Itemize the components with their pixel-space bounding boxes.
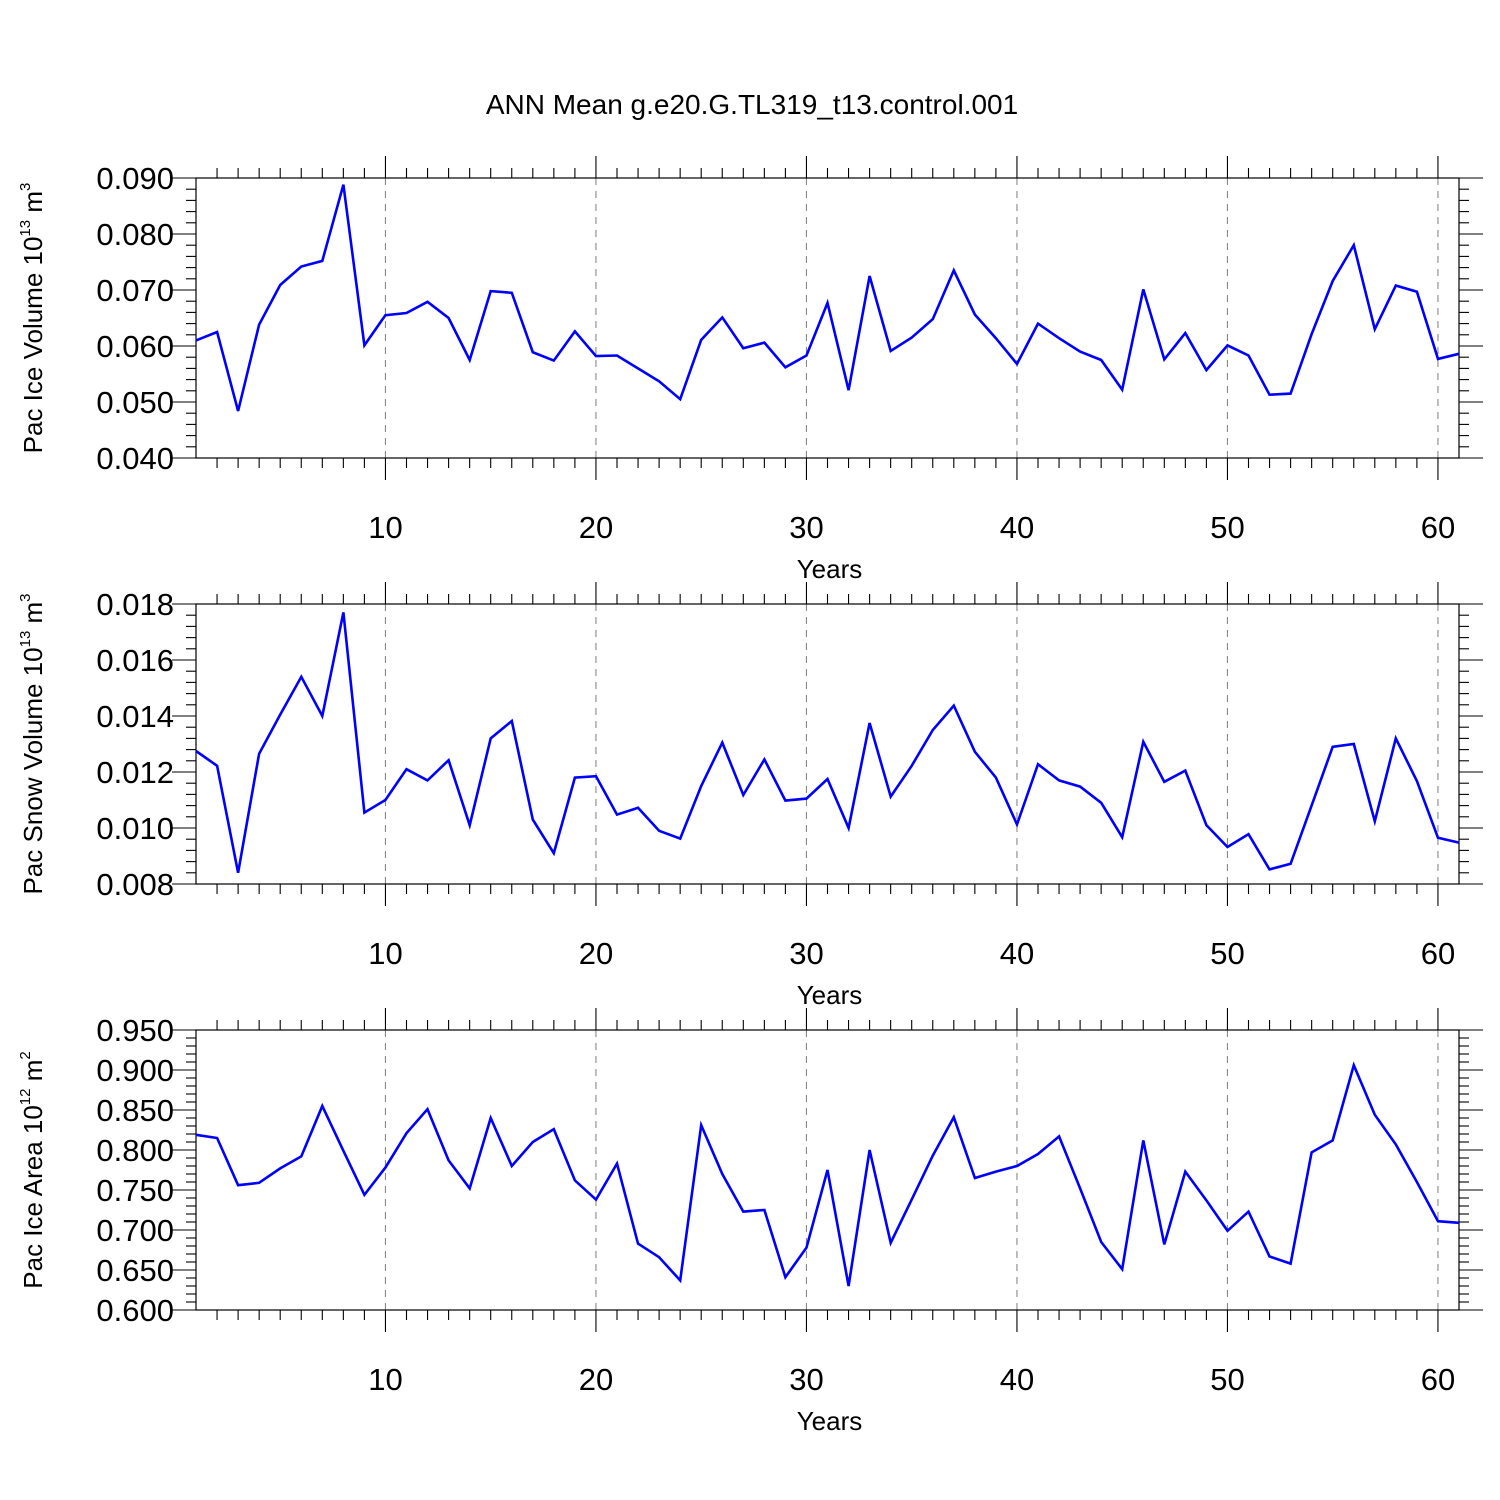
x-tick-label: 20 (579, 510, 613, 545)
x-tick-label: 20 (579, 1362, 613, 1397)
y-tick-label: 0.014 (96, 699, 174, 734)
y-axis-label-text: Pac Ice Area 10 (18, 1105, 48, 1289)
x-tick-label: 50 (1210, 1362, 1244, 1397)
y-axis-label: Pac Snow Volume 1013 m3 (17, 593, 48, 894)
x-axis-label: Years (797, 980, 863, 1010)
y-axis-label: Pac Ice Volume 1013 m3 (17, 183, 48, 454)
x-tick-label: 60 (1421, 936, 1455, 971)
y-tick-label: 0.090 (96, 161, 174, 196)
y-tick-label: 0.850 (96, 1093, 174, 1128)
x-tick-label: 30 (789, 510, 823, 545)
y-axis-label-exponent: 13 (17, 220, 34, 237)
x-tick-label: 20 (579, 936, 613, 971)
y-tick-label: 0.050 (96, 385, 174, 420)
y-axis-label-text: Pac Ice Volume 10 (18, 237, 48, 454)
y-axis-label-unit: m (18, 1060, 48, 1089)
y-axis-label-exponent: 12 (17, 1088, 34, 1105)
plot-frame (195, 177, 1460, 459)
x-tick-label: 30 (789, 1362, 823, 1397)
x-tick-label: 50 (1210, 510, 1244, 545)
y-axis-label-exponent: 13 (17, 631, 34, 648)
y-tick-label: 0.650 (96, 1253, 174, 1288)
x-tick-label: 40 (1000, 1362, 1034, 1397)
x-axis-label: Years (797, 554, 863, 584)
y-axis-label-text: Pac Snow Volume 10 (18, 647, 48, 894)
y-tick-label: 0.900 (96, 1053, 174, 1088)
x-tick-label: 10 (368, 936, 402, 971)
panel-3: 10 20 30 40 50 60 0.600 0.650 0.700 0.750 0.800 0.8… (17, 1008, 1483, 1436)
x-tick-label: 40 (1000, 936, 1034, 971)
y-tick-label: 0.016 (96, 643, 174, 678)
y-axis-label-unit-exponent: 3 (17, 593, 34, 601)
x-tick-label: 10 (368, 510, 402, 545)
y-tick-label: 0.012 (96, 755, 174, 790)
y-tick-label: 0.800 (96, 1133, 174, 1168)
x-tick-label: 40 (1000, 510, 1034, 545)
y-axis-label-unit: m (18, 602, 48, 631)
x-tick-label: 30 (789, 936, 823, 971)
y-tick-label: 0.950 (96, 1013, 174, 1048)
x-tick-label: 60 (1421, 1362, 1455, 1397)
y-tick-label: 0.600 (96, 1293, 174, 1328)
y-axis-label-unit-exponent: 3 (17, 183, 34, 191)
y-axis-label-unit: m (18, 191, 48, 220)
y-axis-label-unit-exponent: 2 (17, 1051, 34, 1059)
y-tick-label: 0.080 (96, 217, 174, 252)
y-tick-label: 0.010 (96, 811, 174, 846)
series-line (195, 612, 1460, 874)
plot-frame (195, 1029, 1460, 1311)
y-tick-label: 0.018 (96, 587, 174, 622)
y-tick-label: 0.040 (96, 441, 174, 476)
y-tick-label: 0.008 (96, 867, 174, 902)
y-tick-label: 0.060 (96, 329, 174, 364)
y-tick-label: 0.750 (96, 1173, 174, 1208)
series-line (195, 184, 1460, 412)
x-tick-label: 60 (1421, 510, 1455, 545)
x-tick-label: 50 (1210, 936, 1244, 971)
series-line (195, 1061, 1460, 1287)
panel-1: 10 20 30 40 50 60 0.040 0.050 0.060 0.070 0.080 0.0… (17, 156, 1483, 584)
y-axis-label: Pac Ice Area 1012 m2 (17, 1051, 48, 1288)
figure-title: ANN Mean g.e20.G.TL319_t13.control.001 (486, 89, 1018, 120)
panel-2: 10 20 30 40 50 60 0.008 0.010 0.012 0.014 0.016 0.0… (17, 582, 1483, 1010)
plot-frame (195, 603, 1460, 885)
x-tick-label: 10 (368, 1362, 402, 1397)
x-axis-label: Years (797, 1406, 863, 1436)
y-tick-label: 0.700 (96, 1213, 174, 1248)
y-tick-label: 0.070 (96, 273, 174, 308)
